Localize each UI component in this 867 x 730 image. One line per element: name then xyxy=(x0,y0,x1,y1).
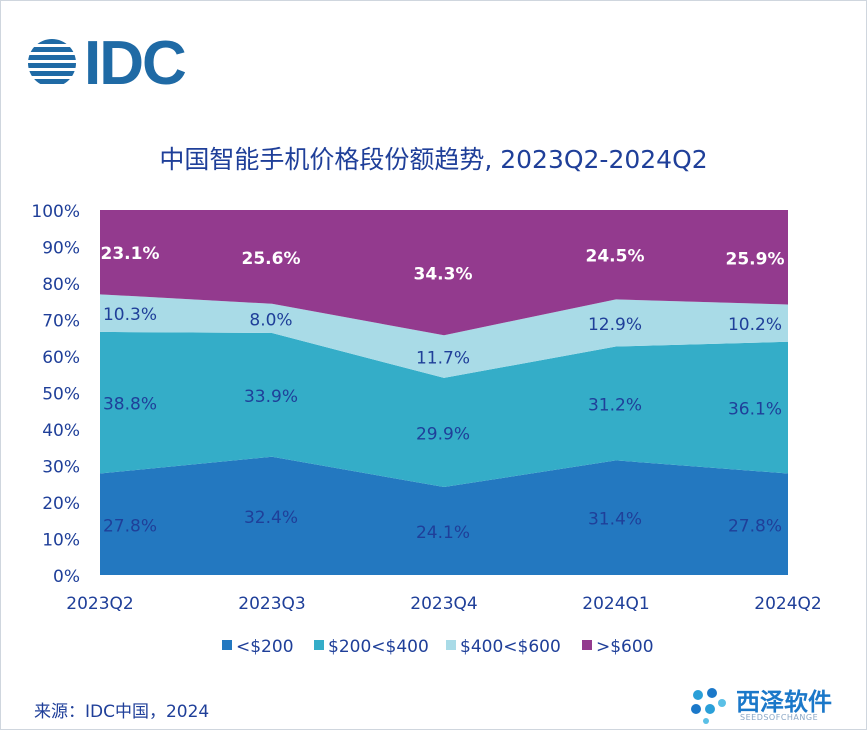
data-label: 23.1% xyxy=(101,244,160,264)
data-label: 25.6% xyxy=(242,249,301,269)
data-label: 24.1% xyxy=(416,523,470,543)
x-tick-label: 2023Q4 xyxy=(410,594,477,614)
legend-swatch xyxy=(222,640,232,650)
area-layers xyxy=(100,210,788,575)
y-tick-label: 90% xyxy=(42,239,80,259)
legend-label: >$600 xyxy=(596,637,654,657)
watermark-title: 西泽软件 xyxy=(736,688,832,716)
area-1 xyxy=(100,456,788,575)
data-label: 31.4% xyxy=(588,510,642,530)
data-label: 27.8% xyxy=(103,516,157,536)
data-label: 24.5% xyxy=(586,247,645,267)
idc-logo-text: IDC xyxy=(84,29,187,98)
y-tick-label: 100% xyxy=(31,202,80,222)
data-label: 38.8% xyxy=(103,395,157,415)
watermark-subtitle: SEEDSOFCHANGE xyxy=(740,713,819,722)
x-tick-label: 2023Q2 xyxy=(66,594,133,614)
data-label: 11.7% xyxy=(416,349,470,369)
y-tick-label: 80% xyxy=(42,275,80,295)
legend-swatch xyxy=(582,640,592,650)
y-tick-label: 0% xyxy=(53,567,80,587)
y-tick-label: 50% xyxy=(42,385,80,405)
y-tick-label: 30% xyxy=(42,458,80,478)
y-tick-label: 20% xyxy=(42,494,80,514)
data-label: 27.8% xyxy=(728,516,782,536)
legend-label: $200<$400 xyxy=(328,637,429,657)
data-label: 10.2% xyxy=(728,315,782,335)
source-note: 来源：IDC中国，2024 xyxy=(34,702,210,722)
idc-logo-icon xyxy=(28,39,76,84)
x-tick-label: 2023Q3 xyxy=(238,594,305,614)
y-tick-label: 60% xyxy=(42,348,80,368)
x-axis: 2023Q2 2023Q3 2023Q4 2024Q1 2024Q2 xyxy=(66,594,821,614)
data-label: 31.2% xyxy=(588,395,642,415)
legend-swatch xyxy=(314,640,324,650)
data-label: 25.9% xyxy=(726,249,785,269)
data-labels: 27.8% 32.4% 24.1% 31.4% 27.8% 38.8% 33.9% 29.9%… xyxy=(101,244,785,543)
x-tick-label: 2024Q2 xyxy=(754,594,821,614)
data-label: 32.4% xyxy=(244,508,298,528)
data-label: 12.9% xyxy=(588,315,642,335)
area-4 xyxy=(100,210,788,336)
y-tick-label: 10% xyxy=(42,531,80,551)
data-label: 33.9% xyxy=(244,387,298,407)
data-label: 8.0% xyxy=(249,310,292,330)
data-label: 36.1% xyxy=(728,400,782,420)
legend-swatch xyxy=(446,640,456,650)
legend-label: <$200 xyxy=(236,637,294,657)
area-2 xyxy=(100,331,788,488)
y-tick-label: 40% xyxy=(42,421,80,441)
legend: <$200 $200<$400 $400<$600 >$600 xyxy=(222,637,654,657)
watermark-logo-icon xyxy=(691,688,726,724)
stacked-area-chart: 0% 10% 20% 30% 40% 50% 60% 70% 80% 90% 100% 2023Q2… xyxy=(31,202,821,657)
data-label: 29.9% xyxy=(416,424,470,444)
area-3 xyxy=(100,294,788,378)
chart-title: 中国智能手机价格段份额趋势, 2023Q2-2024Q2 xyxy=(159,145,708,174)
x-tick-label: 2024Q1 xyxy=(582,594,649,614)
data-label: 34.3% xyxy=(414,265,473,285)
y-tick-label: 70% xyxy=(42,312,80,332)
legend-label: $400<$600 xyxy=(460,637,561,657)
y-axis: 0% 10% 20% 30% 40% 50% 60% 70% 80% 90% 100% xyxy=(31,202,80,587)
data-label: 10.3% xyxy=(103,305,157,325)
